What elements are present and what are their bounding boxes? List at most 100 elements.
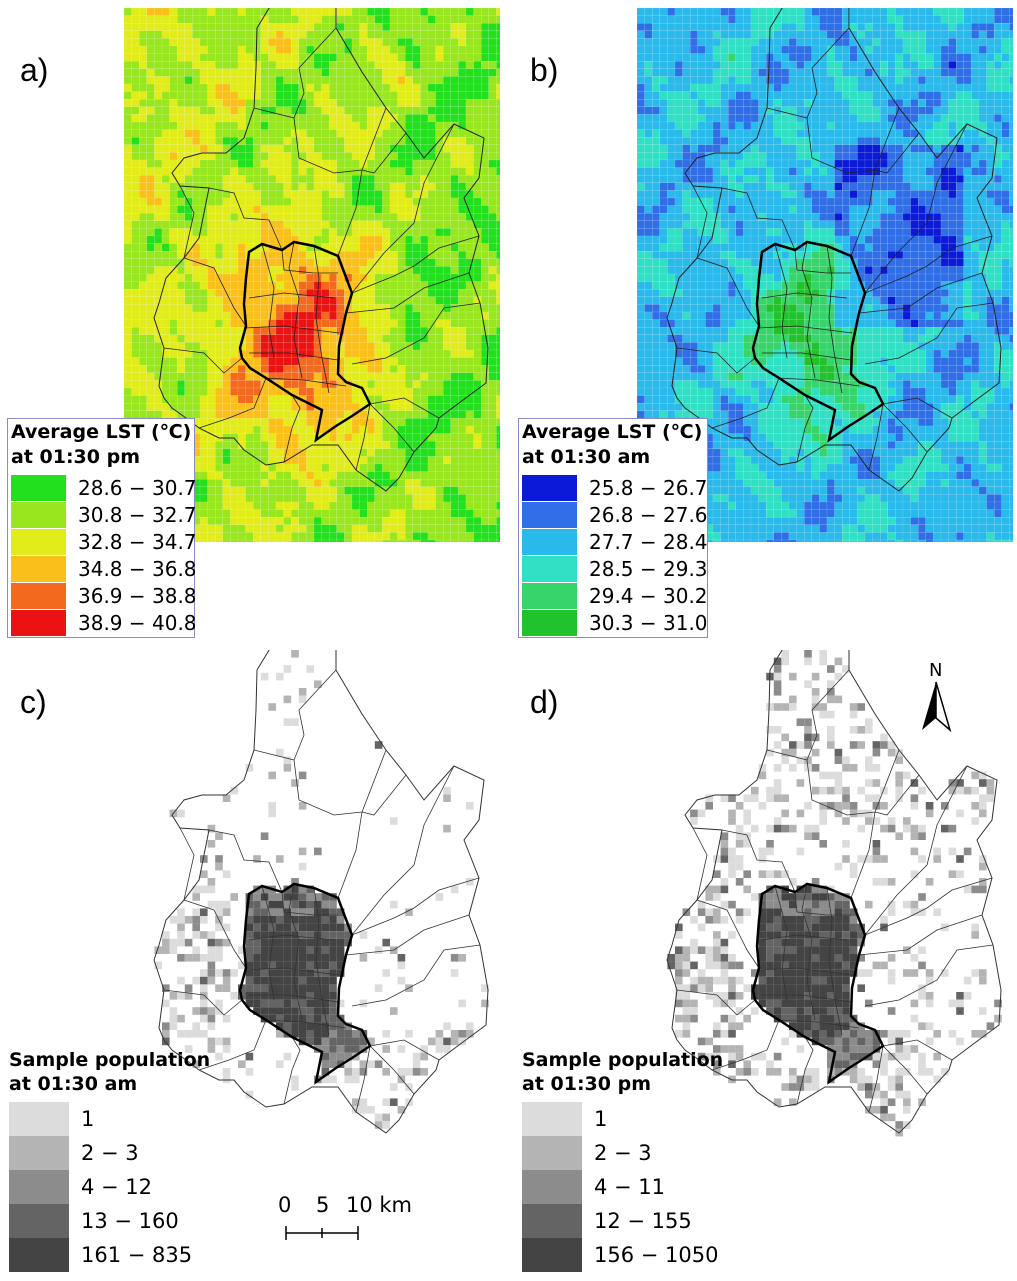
legend-title: Average LST (℃) <box>522 421 703 443</box>
district-boundary <box>249 352 339 361</box>
scale-label-0: 0 <box>278 1193 292 1217</box>
population-cells <box>667 650 1002 1137</box>
legend-swatch <box>11 529 66 555</box>
legend-label: 161 − 835 <box>81 1243 193 1267</box>
district-boundary <box>882 1045 928 1095</box>
district-boundary <box>801 883 816 1021</box>
population-day-map <box>637 650 1013 1184</box>
legend-title: Sample population <box>522 1049 724 1071</box>
district-boundary <box>858 272 983 314</box>
panel-label-b: b) <box>530 52 559 88</box>
district-boundary <box>351 877 480 936</box>
north-arrow-label: N <box>929 660 943 681</box>
legend-item: 4 − 12 <box>9 1170 269 1204</box>
district-boundary <box>766 107 900 174</box>
district-boundary <box>208 829 283 893</box>
legend-title: Average LST (℃) <box>11 421 192 443</box>
legend-subtitle: at 01:30 am <box>9 1073 138 1095</box>
legend-item: 156 − 1050 <box>522 1238 782 1272</box>
study-area-outline <box>666 650 1002 1134</box>
district-boundary <box>351 944 481 1007</box>
district-boundary <box>355 403 371 471</box>
central-ward-outline <box>238 240 372 443</box>
district-boundary <box>313 245 330 394</box>
district-boundary <box>345 914 470 956</box>
district-boundary <box>361 132 407 174</box>
legend-label: 4 − 11 <box>594 1175 666 1199</box>
district-boundary <box>711 1019 780 1071</box>
legend-label: 28.6 − 30.7 <box>78 476 197 500</box>
district-boundary <box>882 403 928 453</box>
central-ward-outline <box>751 882 885 1085</box>
district-boundary <box>756 967 853 976</box>
legend-label: 156 − 1050 <box>594 1243 719 1267</box>
district-boundary <box>288 883 303 1021</box>
district-boundary <box>762 994 852 1003</box>
legend-label: 34.8 − 36.8 <box>78 557 197 581</box>
legend-label: 28.5 − 29.3 <box>589 557 708 581</box>
legend-subtitle: at 01:30 am <box>522 446 651 468</box>
district-boundary <box>369 1045 415 1095</box>
district-boundary <box>858 914 983 956</box>
legend-swatch <box>11 475 66 501</box>
scale-bar: 0 5 10 km <box>278 1193 428 1253</box>
legend-item: 28.5 − 29.3 <box>519 556 708 583</box>
legend-swatch <box>522 1238 582 1272</box>
legend-item: 4 − 11 <box>522 1170 782 1204</box>
district-boundary <box>850 811 876 899</box>
central-ward-outline <box>238 882 372 1085</box>
legend-swatch <box>9 1238 69 1272</box>
district-boundary <box>766 749 900 816</box>
district-boundary <box>721 187 796 251</box>
lst-nighttime-map <box>637 8 1013 542</box>
district-boundaries <box>666 650 1002 1134</box>
legend-daytime-lst: Average LST (℃) at 01:30 pm 28.6 − 30.7 3… <box>7 418 197 638</box>
legend-item: 2 − 3 <box>522 1136 782 1170</box>
district-boundary <box>692 827 708 901</box>
legend-swatch <box>522 610 577 636</box>
population-day-raster <box>666 650 1002 1137</box>
raster-cells <box>637 8 1013 542</box>
district-boundary <box>794 249 851 274</box>
legend-swatch <box>522 1102 582 1136</box>
district-boundary <box>696 257 760 327</box>
legend-label: 1 <box>594 1107 608 1131</box>
district-boundary <box>183 899 247 969</box>
legend-title: Sample population <box>9 1049 211 1071</box>
district-boundary <box>756 325 853 334</box>
legend-swatch <box>522 502 577 528</box>
legend-item: 32.8 − 34.7 <box>8 529 197 556</box>
legend-label: 32.8 − 34.7 <box>78 530 197 554</box>
legend-label: 4 − 12 <box>81 1175 153 1199</box>
district-boundary <box>281 249 338 274</box>
legend-nighttime-lst: Average LST (℃) at 01:30 am 25.8 − 26.7 2… <box>518 418 708 638</box>
district-boundary <box>179 185 195 259</box>
legend-swatch <box>522 1204 582 1238</box>
legend-swatch <box>522 556 577 582</box>
legend-item: 30.8 − 32.7 <box>8 502 197 529</box>
district-boundary <box>198 377 267 429</box>
district-boundary <box>345 272 470 314</box>
district-boundary <box>864 302 994 365</box>
legend-label: 26.8 − 27.6 <box>589 503 708 527</box>
district-boundary <box>283 394 301 463</box>
legend-swatch <box>522 583 577 609</box>
district-boundary <box>850 169 876 257</box>
legend-swatch <box>9 1170 69 1204</box>
district-boundary <box>351 765 455 936</box>
district-boundary <box>882 397 953 419</box>
district-boundary <box>711 377 780 429</box>
district-boundary <box>198 1019 267 1071</box>
district-boundary <box>337 811 363 899</box>
district-boundary <box>183 257 247 327</box>
district-boundary <box>864 235 993 294</box>
district-boundary <box>369 1039 440 1061</box>
north-arrow-icon <box>922 681 952 733</box>
district-boundary <box>676 347 756 374</box>
legend-label: 2 − 3 <box>594 1141 652 1165</box>
district-boundary <box>676 989 756 1016</box>
district-boundary <box>281 891 338 916</box>
legend-subtitle: at 01:30 pm <box>522 1073 652 1095</box>
legend-item: 27.7 − 28.4 <box>519 529 708 556</box>
lst-daytime-raster <box>124 8 500 542</box>
